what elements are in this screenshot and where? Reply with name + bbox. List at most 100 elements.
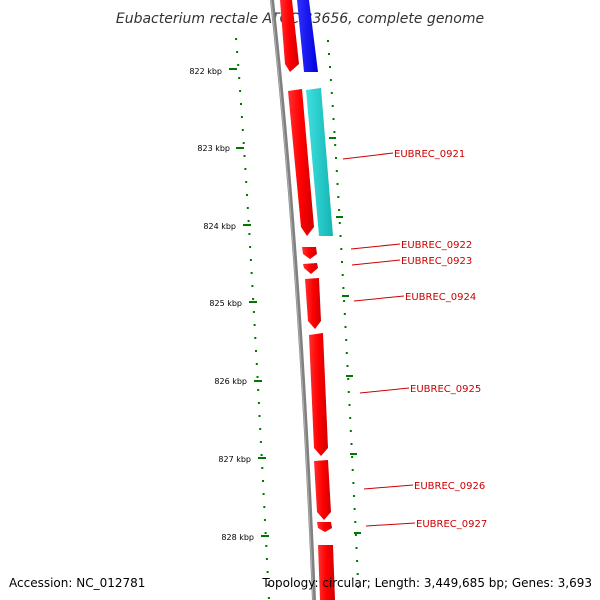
track-dot	[252, 311, 255, 313]
track-dot	[354, 521, 357, 523]
track-dot	[235, 38, 238, 40]
track-dot	[241, 129, 244, 131]
track-dot	[340, 248, 343, 250]
right-track-tick	[346, 375, 353, 377]
accession-text: Accession: NC_012781	[9, 576, 145, 590]
track-dot	[335, 157, 337, 159]
track-dot	[353, 508, 356, 510]
track-dot	[329, 66, 331, 68]
scale-tick-label: 822 kbp	[189, 67, 222, 76]
track-dot	[255, 363, 258, 365]
leader-line	[365, 522, 416, 527]
track-dot	[238, 77, 241, 79]
gene-feature-eubrec-0925-arrow[interactable]	[309, 333, 328, 456]
track-dot	[262, 493, 265, 495]
track-dot	[242, 142, 245, 144]
right-track-tick	[342, 295, 349, 297]
track-dot	[240, 103, 242, 105]
track-dot	[347, 391, 350, 393]
track-dot	[244, 168, 247, 170]
gene-label-eubrec-0926[interactable]: EUBREC_0926	[414, 481, 485, 492]
scale-tick-label: 823 kbp	[197, 144, 230, 153]
track-dot	[356, 560, 359, 562]
track-dot	[265, 558, 268, 560]
gene-feature-eubrec-0921-arrow[interactable]	[288, 89, 314, 236]
track-dot	[254, 337, 257, 339]
gene-label-eubrec-0922[interactable]: EUBREC_0922	[401, 240, 472, 251]
track-dot	[236, 51, 239, 53]
genome-backbone-highlight	[270, 0, 314, 600]
track-dot	[329, 79, 332, 81]
scale-tick	[258, 457, 266, 459]
track-dot	[247, 220, 250, 222]
track-dot	[339, 235, 342, 237]
track-dot	[355, 547, 358, 549]
scale-track: 822 kbp 823 kbp 824 kbp 825 kbp 826 kbp …	[189, 38, 270, 599]
track-dot	[345, 339, 348, 341]
right-track-major-ticks	[329, 137, 361, 534]
gene-label-eubrec-0927[interactable]: EUBREC_0927	[416, 519, 487, 530]
track-dot	[248, 233, 251, 235]
track-dot	[341, 261, 343, 263]
gene-label-eubrec-0921[interactable]: EUBREC_0921	[394, 149, 465, 160]
track-dot	[253, 324, 256, 326]
gene-feature-top[interactable]	[280, 0, 299, 72]
track-dot	[262, 480, 264, 482]
right-track-tick	[350, 453, 357, 455]
track-dot	[263, 519, 266, 521]
gene-feature-eubrec-0923-arrow[interactable]	[303, 263, 318, 274]
track-dot	[357, 586, 360, 588]
scale-minor-ticks	[235, 38, 270, 599]
track-dot	[348, 404, 351, 406]
leader-line	[351, 259, 401, 266]
gene-feature-bottom[interactable]	[318, 545, 335, 600]
track-dot	[356, 573, 359, 575]
scale-tick-label: 827 kbp	[218, 455, 251, 464]
track-dot	[237, 64, 240, 66]
gene-label-eubrec-0923[interactable]: EUBREC_0923	[401, 256, 472, 267]
scale-tick-label: 825 kbp	[209, 299, 242, 308]
gene-feature-eubrec-0924-arrow[interactable]	[305, 278, 321, 329]
gene-feature-cyan[interactable]	[306, 88, 333, 236]
track-dot	[259, 428, 262, 430]
scale-tick	[236, 147, 244, 149]
track-dot	[346, 365, 349, 367]
gene-feature-eubrec-0926-arrow[interactable]	[314, 460, 331, 520]
track-dot	[333, 131, 336, 133]
track-dot	[330, 92, 333, 94]
track-dot	[352, 482, 355, 484]
gene-feature-eubrec-0922-arrow[interactable]	[302, 247, 317, 259]
scale-tick	[229, 68, 237, 70]
track-dot	[246, 194, 248, 196]
track-dot	[343, 300, 346, 302]
leader-line	[350, 243, 401, 250]
scale-tick-label: 824 kbp	[203, 222, 236, 231]
track-dot	[255, 350, 257, 352]
track-dot	[342, 287, 345, 289]
track-dot	[249, 259, 252, 261]
track-dot	[344, 326, 347, 328]
gene-label-eubrec-0924[interactable]: EUBREC_0924	[405, 292, 476, 303]
gene-feature-eubrec-0927-arrow[interactable]	[317, 522, 332, 532]
right-track-tick	[329, 137, 336, 139]
track-dot	[337, 196, 340, 198]
track-dot	[347, 378, 350, 380]
track-dot	[260, 454, 263, 456]
track-dot	[258, 415, 261, 417]
track-dot	[240, 116, 243, 118]
scale-tick-label: 828 kbp	[221, 533, 254, 542]
track-dot	[261, 467, 264, 469]
track-dot	[264, 532, 267, 534]
gene-label-eubrec-0925[interactable]: EUBREC_0925	[410, 384, 481, 395]
track-dot	[343, 313, 346, 315]
track-dot	[250, 272, 253, 274]
scale-tick	[254, 380, 262, 382]
gene-feature-blue[interactable]	[297, 0, 318, 72]
track-dot	[349, 417, 352, 419]
track-dot	[331, 105, 334, 107]
track-dot	[257, 389, 260, 391]
leader-line	[363, 484, 414, 490]
track-dot	[263, 506, 266, 508]
track-dot	[351, 469, 354, 471]
